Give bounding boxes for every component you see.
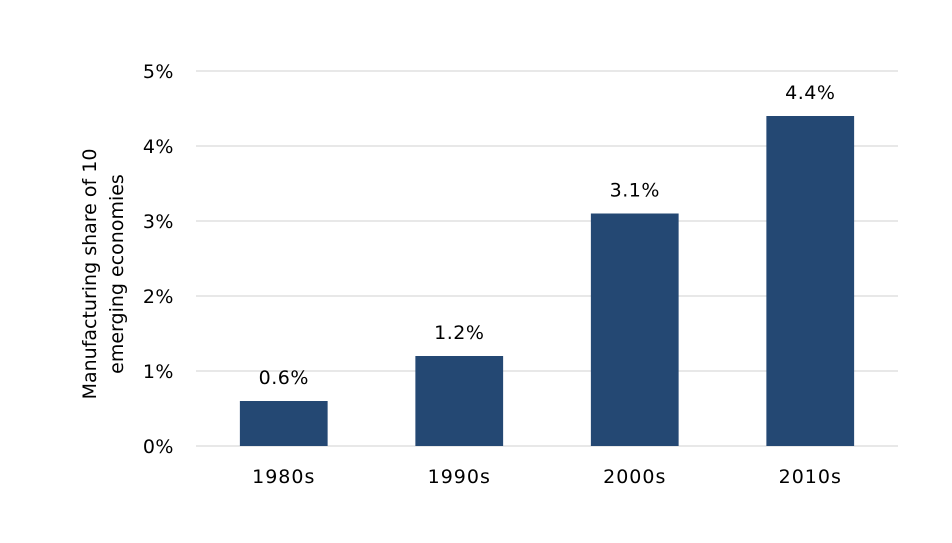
- x-category-label-2000s: 2000s: [603, 466, 666, 488]
- x-category-label-1980s: 1980s: [252, 466, 315, 488]
- data-label-1980s: 0.6%: [259, 367, 309, 389]
- data-label-1990s: 1.2%: [434, 322, 484, 344]
- data-labels: 0.6% 1.2% 3.1% 4.4%: [259, 82, 835, 389]
- x-category-label-1990s: 1990s: [428, 466, 491, 488]
- y-axis-title-line-1: Manufacturing share of 10: [79, 149, 101, 400]
- x-axis-category-labels: 1980s 1990s 2000s 2010s: [252, 466, 842, 488]
- y-tick-label: 4%: [143, 136, 174, 158]
- bar-2000s: [590, 213, 679, 446]
- y-tick-label: 1%: [143, 361, 174, 383]
- y-tick-label: 5%: [143, 61, 174, 83]
- bar-2010s: [766, 116, 855, 446]
- bar-1990s: [415, 356, 504, 446]
- bar-1980s: [239, 401, 328, 446]
- data-label-2010s: 4.4%: [785, 82, 835, 104]
- y-tick-label: 0%: [143, 436, 174, 458]
- y-axis-title: Manufacturing share of 10 emerging econo…: [79, 149, 128, 400]
- y-axis-tick-labels: 0% 1% 2% 3% 4% 5%: [143, 61, 174, 458]
- x-category-label-2010s: 2010s: [779, 466, 842, 488]
- y-tick-label: 2%: [143, 286, 174, 308]
- y-axis-title-line-2: emerging economies: [106, 174, 128, 374]
- data-label-2000s: 3.1%: [610, 180, 660, 202]
- bars: [239, 116, 855, 446]
- y-tick-label: 3%: [143, 211, 174, 233]
